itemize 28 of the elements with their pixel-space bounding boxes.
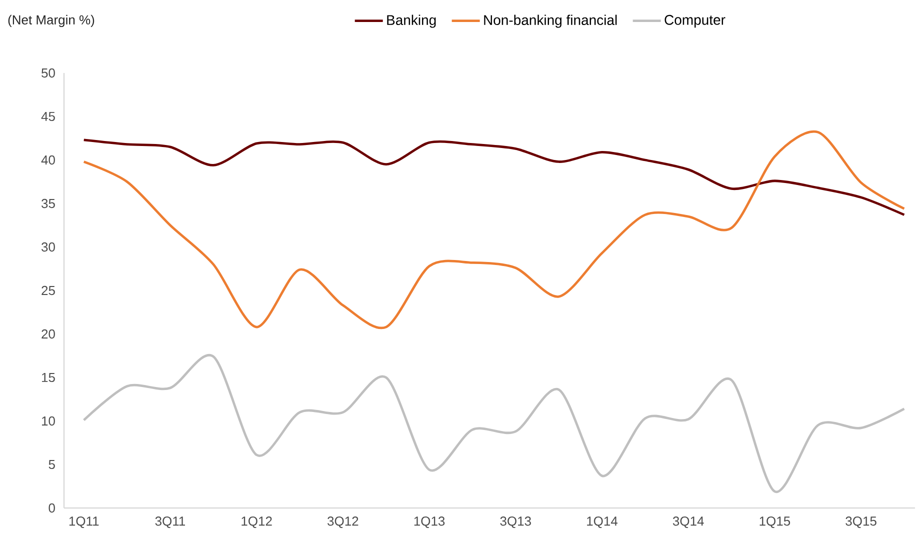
- y-tick-label: 5: [48, 460, 55, 470]
- line-series: [82, 130, 906, 329]
- y-tick-label: 25: [42, 286, 55, 296]
- y-tick-label: 0: [48, 503, 55, 513]
- x-tick-label: 1Q14: [587, 516, 618, 528]
- x-tick-label: 1Q12: [242, 516, 272, 528]
- legend-label: Computer: [664, 14, 726, 28]
- x-tick-label: 1Q15: [760, 516, 790, 528]
- y-tick-label: 40: [41, 155, 55, 165]
- legend-label: Banking: [387, 14, 436, 28]
- y-tick-label: 30: [42, 242, 55, 252]
- x-tick-label: 3Q12: [328, 516, 358, 528]
- x-tick-label: 3Q14: [672, 516, 704, 528]
- y-tick-label: 15: [42, 372, 55, 382]
- y-tick-label: 45: [41, 112, 55, 122]
- x-tick-label: 3Q13: [500, 516, 531, 528]
- line-series: [82, 354, 906, 493]
- x-tick-label: 1Q13: [414, 516, 445, 528]
- y-tick-label: 35: [42, 198, 55, 208]
- line-series: [82, 138, 906, 216]
- y-tick-label: 20: [42, 329, 55, 339]
- x-tick-label: 3Q15: [846, 516, 876, 528]
- x-tick-label: 1Q11: [69, 516, 99, 528]
- y-tick-label: 10: [42, 416, 55, 426]
- x-tick-label: 3Q11: [155, 516, 185, 528]
- y-axis-title: (Net Margin %): [8, 14, 94, 28]
- legend-label: Non-banking financial: [484, 14, 617, 28]
- y-tick-label: 50: [42, 68, 55, 78]
